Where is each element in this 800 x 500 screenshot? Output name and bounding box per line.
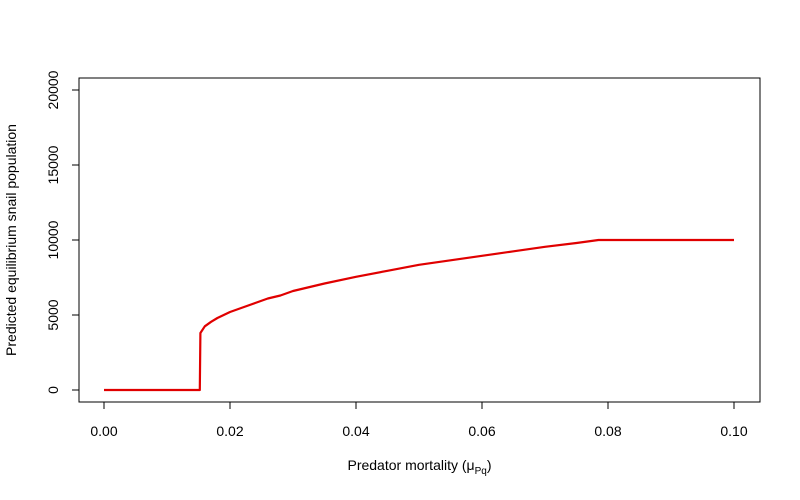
x-axis-label-subscript: Pq bbox=[475, 466, 487, 477]
x-tick-label: 0.00 bbox=[90, 423, 117, 439]
x-axis: 0.00 0.02 0.04 0.06 0.08 0.10 bbox=[90, 401, 748, 439]
x-tick-label: 0.10 bbox=[720, 423, 747, 439]
y-axis: 0 5000 10000 15000 20000 bbox=[45, 70, 80, 394]
x-tick-label: 0.02 bbox=[216, 423, 243, 439]
x-axis-label: Predator mortality (μPq) bbox=[347, 457, 491, 477]
x-axis-label-close: ) bbox=[487, 457, 492, 473]
y-tick-label: 20000 bbox=[45, 70, 61, 109]
series-layer bbox=[104, 238, 734, 392]
y-tick-label: 0 bbox=[45, 386, 61, 394]
series-line bbox=[104, 238, 734, 392]
y-tick-label: 15000 bbox=[45, 145, 61, 184]
x-tick-label: 0.08 bbox=[594, 423, 621, 439]
x-axis-label-main: Predator mortality ( bbox=[347, 457, 466, 473]
y-tick-label: 5000 bbox=[45, 299, 61, 330]
x-tick-label: 0.04 bbox=[342, 423, 369, 439]
x-tick-label: 0.06 bbox=[468, 423, 495, 439]
y-axis-label: Predicted equilibrium snail population bbox=[3, 124, 19, 356]
y-tick-label: 10000 bbox=[45, 220, 61, 259]
x-axis-label-symbol: μ bbox=[467, 457, 475, 473]
